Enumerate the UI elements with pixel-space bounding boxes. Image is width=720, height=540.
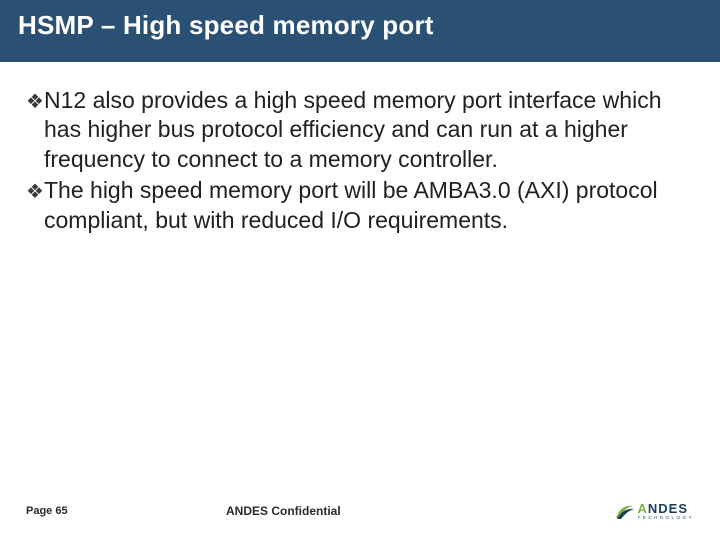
logo-swoosh-icon <box>613 500 635 522</box>
logo-letters-rest: NDES <box>648 501 688 516</box>
bullet-marker-icon: ❖ <box>26 177 44 207</box>
content-area: ❖ N12 also provides a high speed memory … <box>0 62 720 235</box>
logo-text: ANDES TECHNOLOGY <box>637 502 694 521</box>
page-number: Page 65 <box>26 505 226 517</box>
bullet-item: ❖ N12 also provides a high speed memory … <box>26 86 694 174</box>
bullet-marker-icon: ❖ <box>26 87 44 117</box>
bullet-text: N12 also provides a high speed memory po… <box>44 86 694 174</box>
bullet-item: ❖ The high speed memory port will be AMB… <box>26 176 694 235</box>
slide-title: HSMP – High speed memory port <box>18 10 434 41</box>
andes-logo: ANDES TECHNOLOGY <box>613 500 694 522</box>
title-header: HSMP – High speed memory port <box>0 0 720 62</box>
logo-subtitle: TECHNOLOGY <box>637 516 694 521</box>
confidential-label: ANDES Confidential <box>226 504 613 518</box>
logo-letter-a: A <box>637 501 647 516</box>
footer: Page 65 ANDES Confidential ANDES TECHNOL… <box>0 500 720 522</box>
bullet-text: The high speed memory port will be AMBA3… <box>44 176 694 235</box>
logo-name: ANDES <box>637 502 694 515</box>
